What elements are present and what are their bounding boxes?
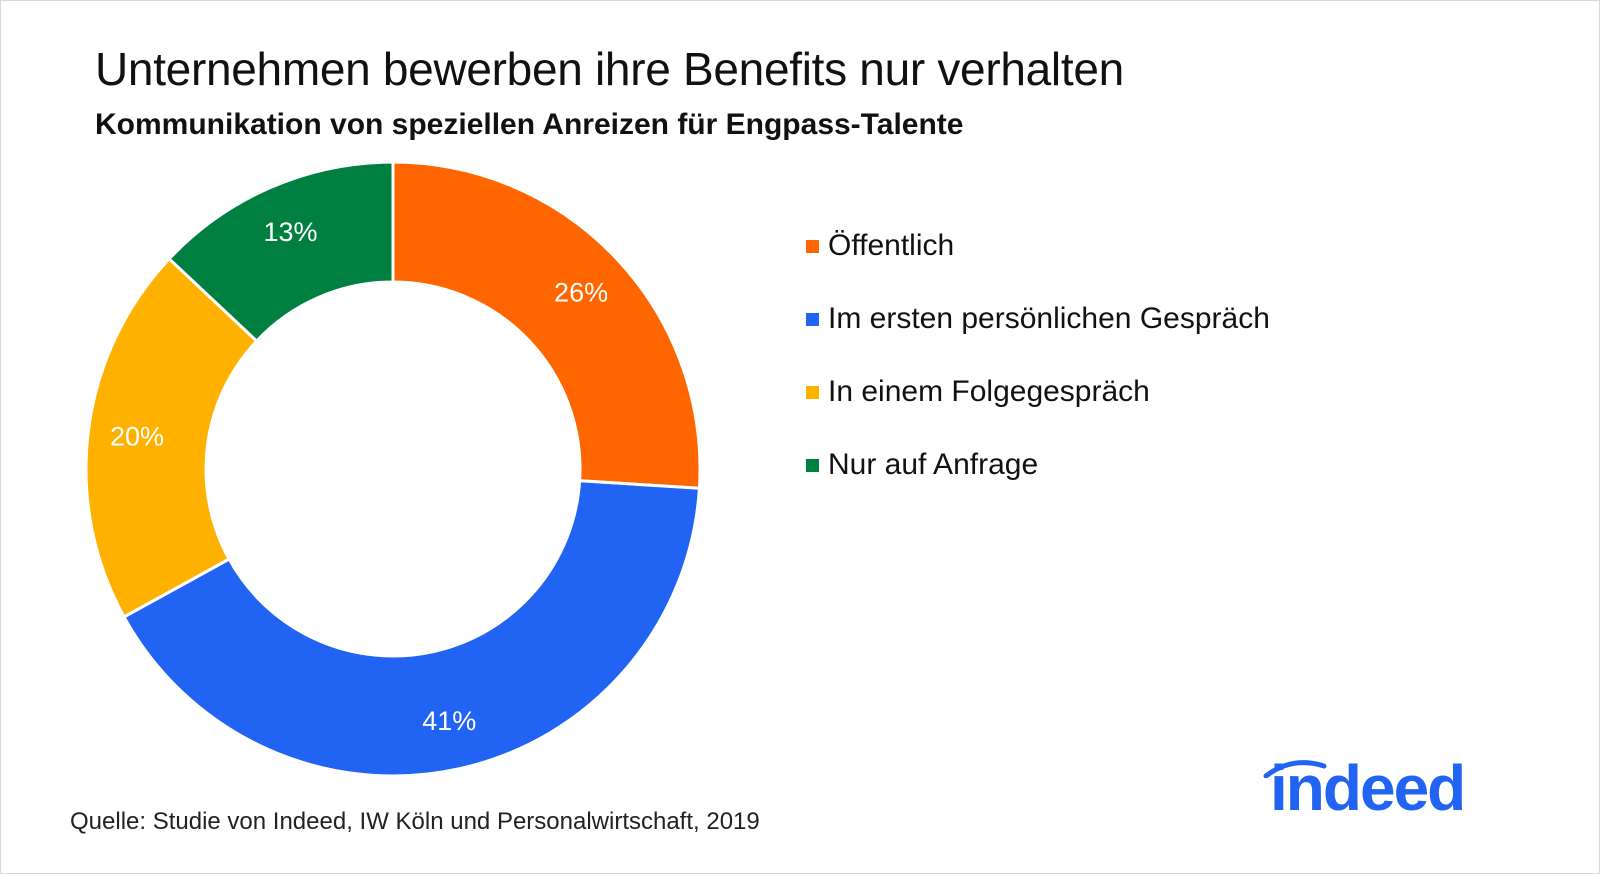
legend-item-nur-auf-anfrage: Nur auf Anfrage — [806, 447, 1270, 483]
slice-nur-auf-anfrage — [167, 160, 395, 344]
legend-label: Im ersten persönlichen Gespräch — [828, 302, 1270, 335]
slice-folgegespraech — [84, 256, 259, 619]
chart-title: Unternehmen bewerben ihre Benefits nur v… — [95, 43, 1124, 95]
legend-item-oeffentlich: Öffentlich — [806, 228, 1270, 264]
slice-label: 20% — [110, 422, 164, 452]
slice-label: 26% — [554, 277, 608, 307]
indeed-logo: indeed — [1270, 752, 1466, 824]
legend-item-folgegespraech: In einem Folgegespräch — [806, 374, 1270, 410]
indeed-logo-arc-icon — [1263, 760, 1327, 778]
slice-label: 41% — [422, 706, 476, 736]
legend-swatch — [806, 385, 819, 399]
source-note: Quelle: Studie von Indeed, IW Köln und P… — [70, 808, 760, 835]
legend-swatch — [806, 312, 819, 326]
legend-item-erstes-gespraech: Im ersten persönlichen Gespräch — [806, 301, 1270, 337]
chart-legend: Öffentlich Im ersten persönlichen Gesprä… — [806, 228, 1270, 520]
donut-chart: 26% 41% 20% 13% — [84, 160, 702, 778]
legend-label: Nur auf Anfrage — [828, 448, 1039, 481]
legend-label: Öffentlich — [828, 229, 955, 262]
slice-label: 13% — [264, 217, 318, 247]
chart-subtitle: Kommunikation von speziellen Anreizen fü… — [95, 108, 964, 141]
legend-label: In einem Folgegespräch — [828, 375, 1150, 408]
legend-swatch — [806, 239, 819, 253]
slice-oeffentlich — [391, 160, 702, 490]
slice-erstes-gespraech — [121, 479, 701, 778]
legend-swatch — [806, 458, 819, 472]
